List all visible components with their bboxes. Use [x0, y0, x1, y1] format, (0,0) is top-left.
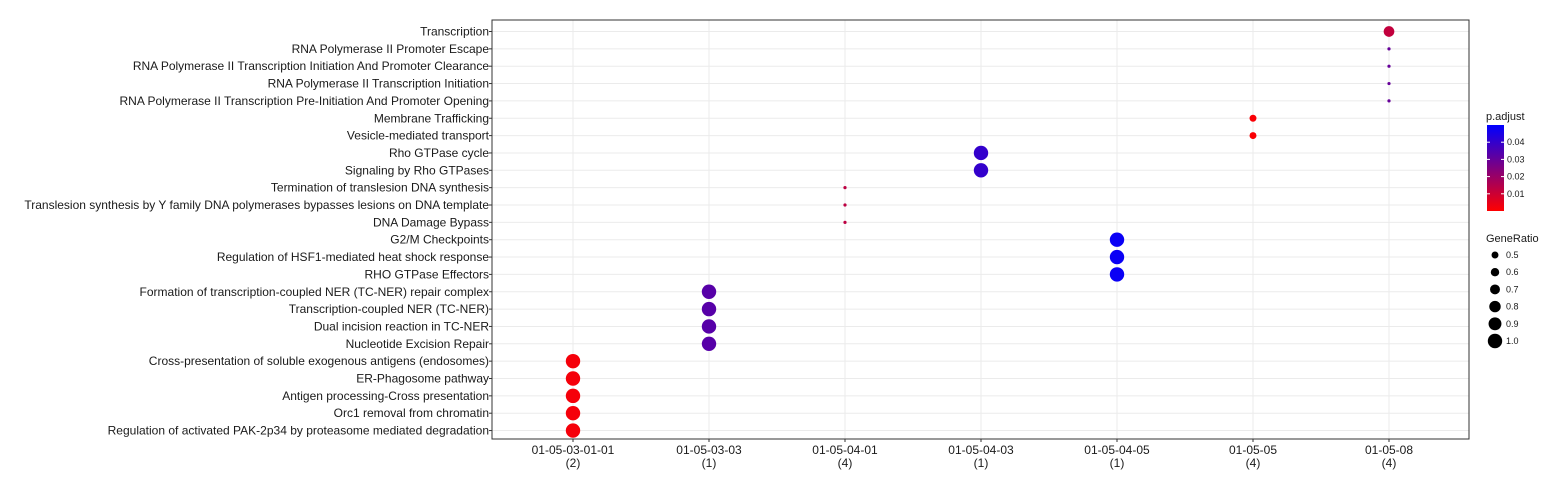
data-point: [565, 406, 581, 421]
y-tick-label: Orc1 removal from chromatin: [334, 406, 489, 420]
data-point: [565, 371, 581, 386]
data-point: [701, 301, 717, 317]
x-tick-count: (4): [1246, 456, 1261, 470]
y-tick-label: Translesion synthesis by Y family DNA po…: [24, 198, 489, 212]
x-tick-count: (4): [838, 456, 853, 470]
data-point: [701, 319, 717, 334]
data-point: [1109, 249, 1125, 265]
size-legend-label: 0.6: [1506, 267, 1519, 277]
y-tick-label: ER-Phagosome pathway: [356, 372, 489, 386]
x-tick-label: 01-05-04-03: [948, 443, 1014, 457]
data-point: [1109, 267, 1125, 282]
y-axis-tick-labels: Transcription RNA Polymerase II Promoter …: [24, 25, 492, 438]
color-legend-label: 0.03: [1507, 154, 1525, 164]
data-point: [565, 423, 581, 438]
x-tick-count: (1): [702, 456, 717, 470]
x-tick-label: 01-05-03-03: [676, 443, 742, 457]
data-point: [1109, 232, 1125, 247]
size-legend-point: [1490, 267, 1500, 277]
y-tick-label: Vesicle-mediated transport: [347, 129, 490, 143]
data-point: [1249, 132, 1257, 140]
size-legend-title: GeneRatio: [1486, 233, 1539, 245]
data-point: [973, 145, 989, 161]
data-point: [1383, 26, 1395, 37]
x-tick-label: 01-05-04-05: [1084, 443, 1150, 457]
y-tick-label: Transcription: [420, 25, 489, 39]
size-legend: GeneRatio 0.5 0.6 0.7 0.8 0.9 1.0: [1486, 233, 1539, 349]
x-tick-count: (1): [974, 456, 989, 470]
size-legend-point: [1490, 284, 1500, 295]
data-point: [1387, 99, 1391, 103]
y-tick-label: RNA Polymerase II Transcription Initiati…: [268, 77, 489, 91]
color-legend-title: p.adjust: [1486, 111, 1525, 123]
y-tick-label: Regulation of HSF1-mediated heat shock r…: [217, 250, 489, 264]
y-tick-label: Rho GTPase cycle: [389, 146, 489, 160]
y-tick-label: Antigen processing-Cross presentation: [282, 389, 489, 403]
size-legend-label: 0.7: [1506, 284, 1519, 294]
y-tick-label: RNA Polymerase II Transcription Pre-Init…: [119, 94, 489, 108]
data-point: [843, 186, 847, 190]
y-tick-label: Dual incision reaction in TC-NER: [314, 319, 490, 333]
color-legend-label: 0.02: [1507, 172, 1525, 182]
color-legend: p.adjust 0.04 0.03 0.02 0.01: [1486, 111, 1525, 211]
size-legend-label: 1.0: [1506, 336, 1519, 346]
data-point: [843, 220, 847, 224]
y-tick-label: Termination of translesion DNA synthesis: [271, 181, 489, 195]
x-tick-label: 01-05-04-01: [812, 443, 878, 457]
y-tick-label: RNA Polymerase II Transcription Initiati…: [133, 59, 489, 73]
data-point: [701, 336, 717, 351]
data-point: [1387, 64, 1391, 68]
y-tick-label: Formation of transcription-coupled NER (…: [140, 285, 489, 299]
y-tick-label: Membrane Trafficking: [374, 111, 489, 125]
y-tick-label: Regulation of activated PAK-2p34 by prot…: [108, 424, 489, 438]
data-point: [565, 388, 581, 404]
size-legend-point: [1491, 251, 1499, 259]
color-legend-bar: [1487, 125, 1504, 211]
data-point: [843, 203, 847, 207]
y-tick-label: RNA Polymerase II Promoter Escape: [292, 42, 490, 56]
color-legend-label: 0.04: [1507, 137, 1525, 147]
x-tick-count: (4): [1382, 456, 1397, 470]
y-tick-label: Transcription-coupled NER (TC-NER): [289, 302, 489, 316]
data-point: [1387, 47, 1391, 51]
color-legend-label: 0.01: [1507, 189, 1525, 199]
size-legend-label: 0.8: [1506, 302, 1519, 312]
x-tick-label: 01-05-05: [1229, 443, 1277, 457]
data-point: [701, 284, 717, 299]
y-tick-label: Cross-presentation of soluble exogenous …: [149, 354, 489, 368]
x-tick-label: 01-05-08: [1365, 443, 1413, 457]
size-legend-point: [1487, 333, 1503, 349]
y-tick-label: Signaling by Rho GTPases: [345, 163, 489, 177]
size-legend-label: 0.9: [1506, 319, 1519, 329]
data-point: [1249, 114, 1257, 122]
size-legend-point: [1488, 317, 1502, 331]
x-tick-count: (2): [566, 456, 581, 470]
x-tick-label: 01-05-03-01-01: [532, 443, 615, 457]
size-legend-label: 0.5: [1506, 250, 1519, 260]
data-point: [565, 353, 581, 369]
size-legend-point: [1489, 300, 1501, 313]
data-points: [565, 26, 1395, 438]
y-tick-label: G2/M Checkpoints: [390, 233, 489, 247]
x-tick-count: (1): [1110, 456, 1125, 470]
y-tick-label: Nucleotide Excision Repair: [346, 337, 489, 351]
data-point: [973, 163, 989, 178]
x-axis-tick-labels: 01-05-03-01-01(2)01-05-03-03(1)01-05-04-…: [532, 439, 1413, 470]
data-point: [1387, 81, 1391, 86]
y-tick-label: RHO GTPase Effectors: [365, 267, 489, 281]
y-tick-label: DNA Damage Bypass: [373, 215, 489, 229]
